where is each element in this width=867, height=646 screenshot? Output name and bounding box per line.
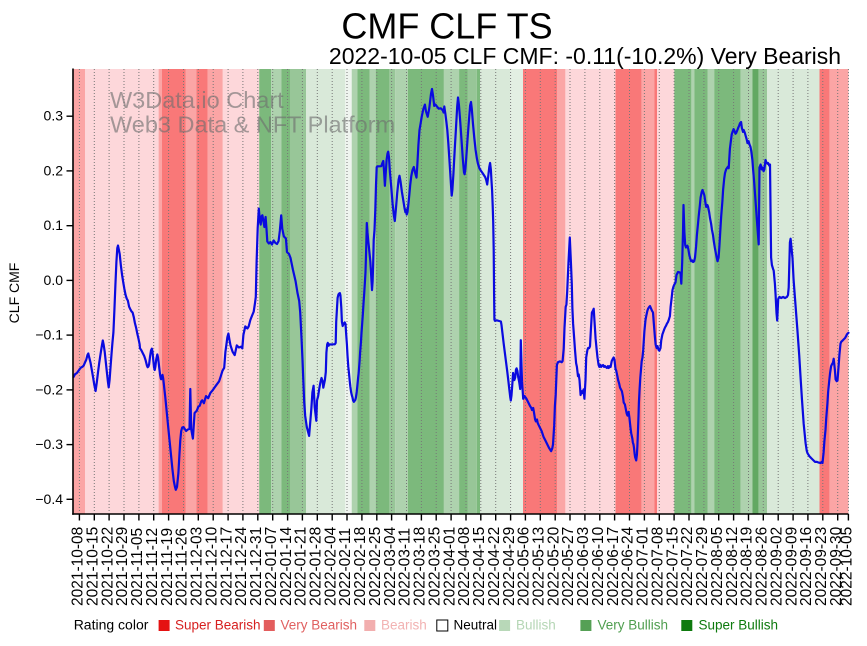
svg-text:0.0: 0.0 xyxy=(44,272,64,288)
svg-text:2022-07-29: 2022-07-29 xyxy=(694,527,711,606)
svg-text:CMF CLF TS: CMF CLF TS xyxy=(341,6,552,47)
svg-text:2022-06-03: 2022-06-03 xyxy=(575,527,592,606)
svg-text:2021-10-15: 2021-10-15 xyxy=(85,527,102,606)
svg-text:2022-02-18: 2022-02-18 xyxy=(352,527,369,606)
svg-text:2022-04-22: 2022-04-22 xyxy=(486,527,503,606)
svg-text:−0.2: −0.2 xyxy=(35,381,63,397)
svg-text:2021-11-12: 2021-11-12 xyxy=(144,528,161,606)
svg-text:2021-11-05: 2021-11-05 xyxy=(129,528,146,606)
svg-text:2022-06-10: 2022-06-10 xyxy=(590,526,607,606)
svg-text:2022-09-16: 2022-09-16 xyxy=(798,527,815,606)
svg-text:Rating color: Rating color xyxy=(74,617,149,633)
svg-text:Super Bearish: Super Bearish xyxy=(175,618,261,633)
svg-text:2022-01-14: 2022-01-14 xyxy=(278,526,295,606)
svg-text:2021-12-17: 2021-12-17 xyxy=(218,527,235,606)
svg-text:2022-09-09: 2022-09-09 xyxy=(783,527,800,606)
svg-text:CLF CMF: CLF CMF xyxy=(6,263,22,324)
svg-text:2022-04-08: 2022-04-08 xyxy=(456,527,473,606)
svg-text:2022-09-30: 2022-09-30 xyxy=(828,526,845,606)
svg-text:2022-02-11: 2022-02-11 xyxy=(337,528,354,606)
svg-text:2022-08-26: 2022-08-26 xyxy=(754,527,771,606)
svg-text:Neutral: Neutral xyxy=(454,618,498,633)
svg-text:2022-08-12: 2022-08-12 xyxy=(724,527,741,606)
svg-text:2022-03-04: 2022-03-04 xyxy=(382,526,399,606)
svg-text:2022-04-29: 2022-04-29 xyxy=(501,527,518,606)
svg-text:2022-02-25: 2022-02-25 xyxy=(367,527,384,606)
svg-text:Bullish: Bullish xyxy=(516,618,556,633)
svg-text:2022-06-24: 2022-06-24 xyxy=(620,526,637,606)
svg-text:2021-12-31: 2021-12-31 xyxy=(248,527,265,606)
svg-text:2022-10-05 CLF CMF: -0.11(-10.: 2022-10-05 CLF CMF: -0.11(-10.2%) Very B… xyxy=(329,43,841,69)
svg-text:−0.1: −0.1 xyxy=(35,327,63,343)
svg-text:2022-08-19: 2022-08-19 xyxy=(739,527,756,606)
svg-text:2022-07-22: 2022-07-22 xyxy=(679,527,696,606)
svg-text:2022-05-13: 2022-05-13 xyxy=(531,527,548,606)
svg-text:2021-12-24: 2021-12-24 xyxy=(233,526,250,606)
svg-text:2021-11-26: 2021-11-26 xyxy=(174,528,191,606)
svg-text:0.1: 0.1 xyxy=(44,217,64,233)
svg-text:2022-06-17: 2022-06-17 xyxy=(605,527,622,606)
svg-text:2022-04-15: 2022-04-15 xyxy=(471,527,488,606)
svg-text:2022-10-05: 2022-10-05 xyxy=(839,527,856,606)
svg-text:2022-03-25: 2022-03-25 xyxy=(426,527,443,606)
svg-text:2022-05-20: 2022-05-20 xyxy=(545,526,562,606)
svg-text:2022-09-23: 2022-09-23 xyxy=(813,527,830,606)
svg-text:2022-01-07: 2022-01-07 xyxy=(263,527,280,606)
svg-text:2022-03-18: 2022-03-18 xyxy=(412,527,429,606)
svg-text:2022-07-08: 2022-07-08 xyxy=(650,527,667,606)
svg-text:2022-05-06: 2022-05-06 xyxy=(516,527,533,606)
svg-text:2022-05-27: 2022-05-27 xyxy=(560,527,577,606)
svg-text:2021-10-22: 2021-10-22 xyxy=(99,527,116,606)
svg-text:0.3: 0.3 xyxy=(44,108,64,124)
svg-text:Super Bullish: Super Bullish xyxy=(699,618,779,633)
svg-text:2022-07-01: 2022-07-01 xyxy=(635,527,652,606)
svg-text:Web3 Data & NFT Platform: Web3 Data & NFT Platform xyxy=(110,112,395,138)
svg-text:Bearish: Bearish xyxy=(381,618,427,633)
svg-text:−0.3: −0.3 xyxy=(35,436,63,452)
svg-text:2021-10-29: 2021-10-29 xyxy=(114,527,131,606)
svg-text:−0.4: −0.4 xyxy=(35,491,63,507)
svg-text:2022-02-04: 2022-02-04 xyxy=(322,526,339,606)
svg-text:2022-01-28: 2022-01-28 xyxy=(308,527,325,606)
svg-text:W3Data.io Chart: W3Data.io Chart xyxy=(110,87,284,113)
svg-text:2022-01-21: 2022-01-21 xyxy=(293,527,310,606)
svg-text:2021-12-10: 2021-12-10 xyxy=(203,526,220,606)
svg-text:2022-04-01: 2022-04-01 xyxy=(441,527,458,606)
svg-text:0.2: 0.2 xyxy=(44,162,64,178)
svg-text:2021-12-03: 2021-12-03 xyxy=(189,527,206,606)
svg-text:2021-11-19: 2021-11-19 xyxy=(159,528,176,606)
svg-text:2021-10-08: 2021-10-08 xyxy=(70,527,87,606)
svg-text:Very Bullish: Very Bullish xyxy=(598,618,669,633)
svg-text:2022-07-15: 2022-07-15 xyxy=(664,527,681,606)
svg-text:2022-03-11: 2022-03-11 xyxy=(397,528,414,606)
svg-text:Very Bearish: Very Bearish xyxy=(281,618,358,633)
svg-text:2022-09-02: 2022-09-02 xyxy=(768,527,785,606)
svg-text:2022-08-05: 2022-08-05 xyxy=(709,527,726,606)
